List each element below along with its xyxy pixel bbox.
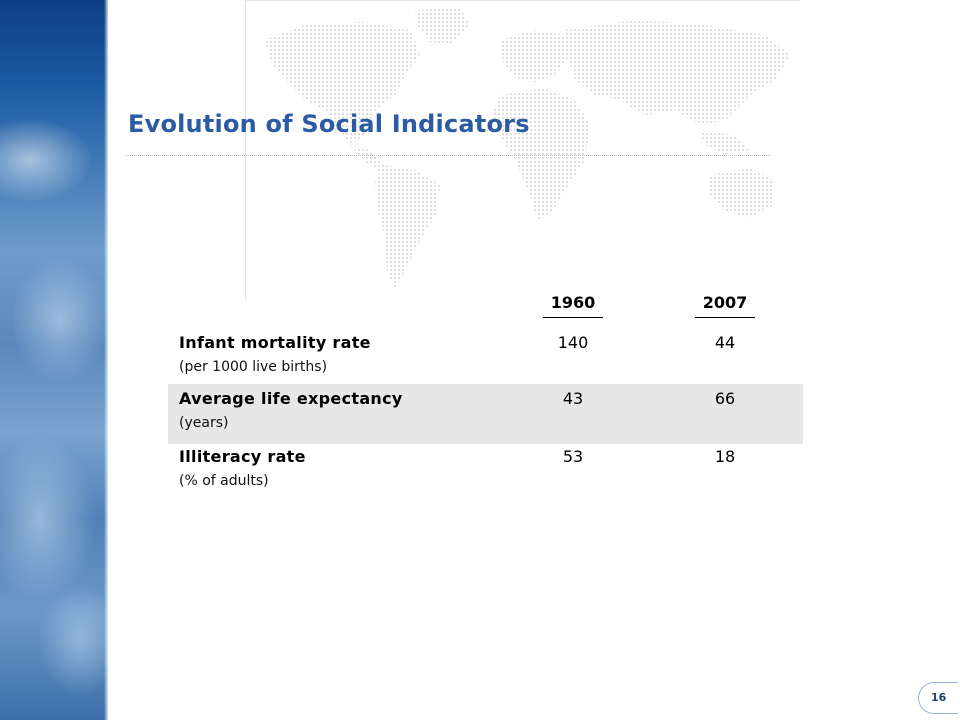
table-row-illiteracy: Illiteracy rate (% of adults) 53 18	[168, 442, 803, 502]
map-south-america	[375, 165, 440, 290]
column-header-1960: 1960	[538, 293, 608, 318]
map-southeast-asia	[700, 130, 750, 155]
map-central-america	[350, 145, 385, 172]
map-australia	[710, 168, 775, 218]
row-label: Illiteracy rate	[179, 447, 306, 466]
row-label: Average life expectancy	[179, 389, 403, 408]
column-header-2007-underline	[695, 317, 755, 318]
row-unit: (years)	[179, 415, 229, 431]
row-unit: (% of adults)	[179, 473, 269, 489]
row-unit: (per 1000 live births)	[179, 359, 328, 375]
map-greenland	[415, 8, 470, 45]
column-header-1960-text: 1960	[550, 293, 596, 312]
map-frame-top-line	[245, 0, 800, 1]
world-map-background	[265, 8, 790, 290]
page-number: 16	[931, 691, 947, 704]
column-header-1960-underline	[543, 317, 603, 318]
earth-strip-edge	[104, 0, 108, 720]
value-1960: 53	[562, 447, 584, 466]
page-number-badge: 16	[918, 682, 958, 714]
column-header-2007: 2007	[690, 293, 760, 318]
map-frame-left-line	[245, 0, 246, 300]
value-2007: 44	[714, 333, 736, 352]
map-north-america	[265, 22, 420, 145]
map-europe	[500, 30, 570, 82]
table-row-life-expectancy: Average life expectancy (years) 43 66	[168, 384, 803, 444]
value-1960: 140	[557, 333, 589, 352]
column-header-2007-text: 2007	[702, 293, 748, 312]
map-africa	[493, 88, 590, 220]
map-asia	[565, 20, 790, 125]
title-divider	[126, 155, 771, 156]
value-2007: 18	[714, 447, 736, 466]
earth-globe-image	[0, 0, 108, 720]
table-row-infant-mortality: Infant mortality rate (per 1000 live bir…	[168, 328, 803, 388]
row-label: Infant mortality rate	[179, 333, 371, 352]
slide-title: Evolution of Social Indicators	[128, 110, 530, 138]
value-2007: 66	[714, 389, 736, 408]
value-1960: 43	[562, 389, 584, 408]
